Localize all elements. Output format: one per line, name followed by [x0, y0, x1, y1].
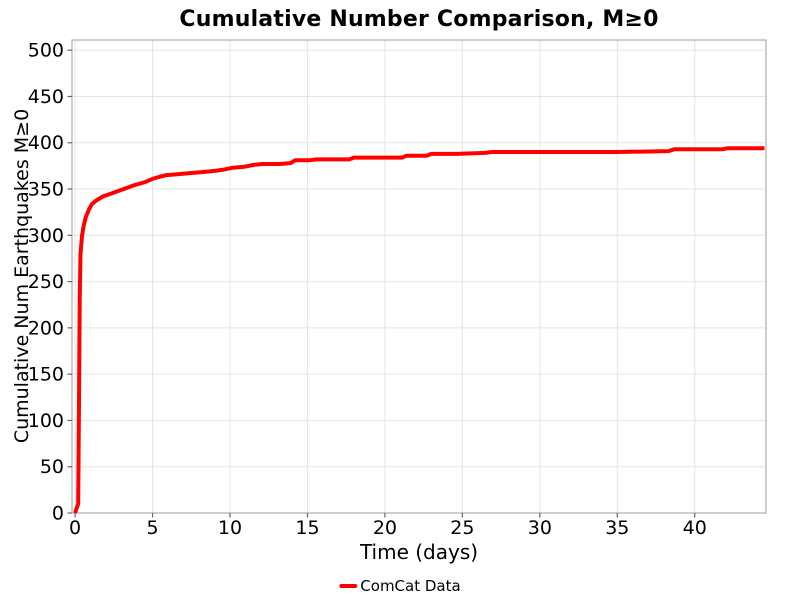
y-tick-label: 250 [28, 271, 64, 293]
x-tick-label: 10 [218, 517, 242, 539]
y-tick-label: 450 [28, 86, 64, 108]
plot-frame [71, 39, 767, 514]
x-tick-label: 35 [605, 517, 629, 539]
x-tick-label: 15 [295, 517, 319, 539]
y-tick-label: 200 [28, 317, 64, 339]
y-tick-label: 300 [28, 225, 64, 247]
legend-label: ComCat Data [360, 577, 461, 595]
x-axis-label: Time (days) [359, 540, 479, 564]
y-tick-label: 400 [28, 132, 64, 154]
data-line-comcat-data [73, 146, 765, 514]
chart-title: Cumulative Number Comparison, M≥0 [179, 7, 659, 32]
y-axis-label: Cumulative Num Earthquakes M≥0 [11, 108, 33, 444]
legend-line-marker [339, 584, 358, 588]
y-tick-label: 50 [40, 456, 64, 478]
y-tick-label: 500 [28, 40, 64, 62]
x-tick-label: 0 [69, 517, 81, 539]
x-tick-label: 40 [683, 517, 707, 539]
y-tick-label: 0 [52, 503, 64, 525]
legend: ComCat Data [339, 577, 461, 595]
y-tick-label: 100 [28, 410, 64, 432]
x-tick-label: 20 [373, 517, 397, 539]
y-tick-label: 150 [28, 364, 64, 386]
x-tick-label: 5 [147, 517, 159, 539]
y-tick-label: 350 [28, 179, 64, 201]
x-tick-label: 30 [528, 517, 552, 539]
x-tick-label: 25 [450, 517, 474, 539]
